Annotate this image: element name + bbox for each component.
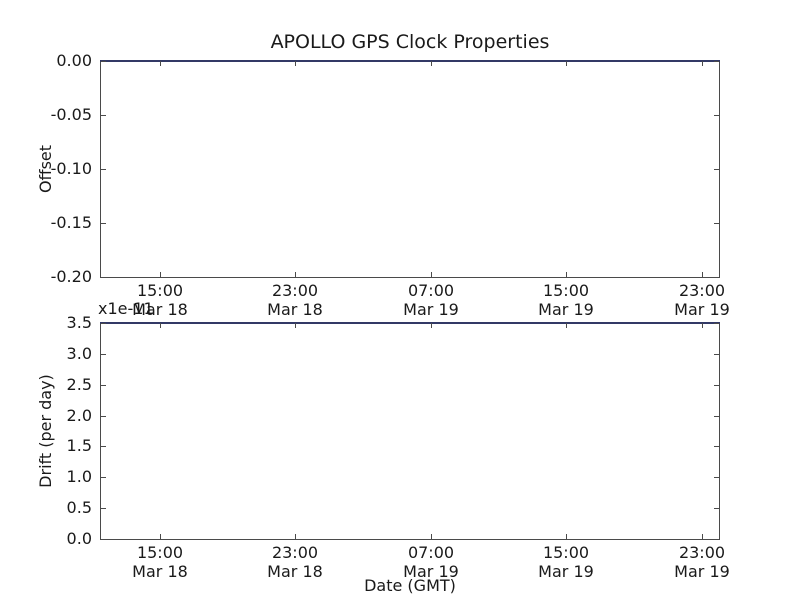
x-tick-label: 23:00 Mar 18 <box>267 543 323 581</box>
y-tick-label: 2.5 <box>66 375 92 394</box>
y-tick-mark <box>101 277 106 278</box>
y-tick-mark <box>101 539 106 540</box>
x-tick-mark <box>702 272 703 277</box>
y-tick-mark <box>714 508 719 509</box>
y-tick-mark <box>714 323 719 324</box>
drift-series-line <box>100 322 720 324</box>
y-tick-mark <box>101 446 106 447</box>
y-tick-mark <box>714 169 719 170</box>
x-tick-mark <box>295 61 296 66</box>
y-tick-mark <box>101 169 106 170</box>
y-tick-label: 0.0 <box>66 529 92 548</box>
y-tick-mark <box>714 416 719 417</box>
y-tick-mark <box>101 477 106 478</box>
x-tick-mark <box>295 534 296 539</box>
y-tick-label: -0.05 <box>50 105 92 124</box>
y-tick-mark <box>101 354 106 355</box>
y-tick-mark <box>101 61 106 62</box>
x-tick-label: 15:00 Mar 19 <box>538 543 594 581</box>
y-tick-mark <box>714 277 719 278</box>
x-tick-mark <box>431 323 432 328</box>
y-tick-label: -0.10 <box>50 159 92 178</box>
y-tick-label: 3.5 <box>66 313 92 332</box>
x-tick-mark <box>160 534 161 539</box>
offset-plot-area <box>100 60 720 278</box>
x-tick-label: 15:00 Mar 18 <box>132 543 188 581</box>
x-tick-mark <box>566 272 567 277</box>
y-tick-label: -0.15 <box>50 213 92 232</box>
x-tick-label: 23:00 Mar 19 <box>674 543 730 581</box>
y-tick-label: 0.00 <box>56 51 92 70</box>
y-tick-mark <box>714 61 719 62</box>
y-tick-mark <box>714 354 719 355</box>
y-tick-label: 1.5 <box>66 436 92 455</box>
x-tick-mark <box>702 61 703 66</box>
chart-title: APOLLO GPS Clock Properties <box>270 31 550 53</box>
x-tick-mark <box>702 534 703 539</box>
x-tick-mark <box>160 272 161 277</box>
x-tick-mark <box>702 323 703 328</box>
y-tick-label: 3.0 <box>66 344 92 363</box>
x-tick-mark <box>566 61 567 66</box>
y-scale-offset-text: x1e-11 <box>98 299 154 318</box>
offset-series-line <box>100 60 720 62</box>
y-tick-mark <box>714 539 719 540</box>
y-tick-label: -0.20 <box>50 267 92 286</box>
x-axis-label: Date (GMT) <box>364 576 456 595</box>
y-tick-label: 0.5 <box>66 498 92 517</box>
y-tick-mark <box>101 323 106 324</box>
x-tick-mark <box>295 323 296 328</box>
x-tick-mark <box>566 323 567 328</box>
x-tick-label: 23:00 Mar 18 <box>267 281 323 319</box>
y-tick-mark <box>714 223 719 224</box>
y-tick-mark <box>714 115 719 116</box>
y-tick-mark <box>101 508 106 509</box>
x-tick-mark <box>160 61 161 66</box>
y-tick-label: 1.0 <box>66 467 92 486</box>
x-tick-label: 23:00 Mar 19 <box>674 281 730 319</box>
x-tick-label: 15:00 Mar 19 <box>538 281 594 319</box>
y-tick-mark <box>101 385 106 386</box>
y-tick-mark <box>714 385 719 386</box>
x-tick-label: 07:00 Mar 19 <box>403 281 459 319</box>
x-tick-label: 07:00 Mar 19 <box>403 543 459 581</box>
y-tick-mark <box>101 223 106 224</box>
x-tick-mark <box>431 61 432 66</box>
x-tick-mark <box>160 323 161 328</box>
y-tick-label: 2.0 <box>66 406 92 425</box>
x-tick-mark <box>295 272 296 277</box>
x-tick-mark <box>431 272 432 277</box>
x-tick-mark <box>566 534 567 539</box>
y-tick-mark <box>101 416 106 417</box>
y-tick-mark <box>714 477 719 478</box>
y-tick-mark <box>714 446 719 447</box>
drift-plot-area <box>100 322 720 540</box>
x-tick-mark <box>431 534 432 539</box>
y-tick-mark <box>101 115 106 116</box>
x-tick-label: 15:00 Mar 18 <box>132 281 188 319</box>
